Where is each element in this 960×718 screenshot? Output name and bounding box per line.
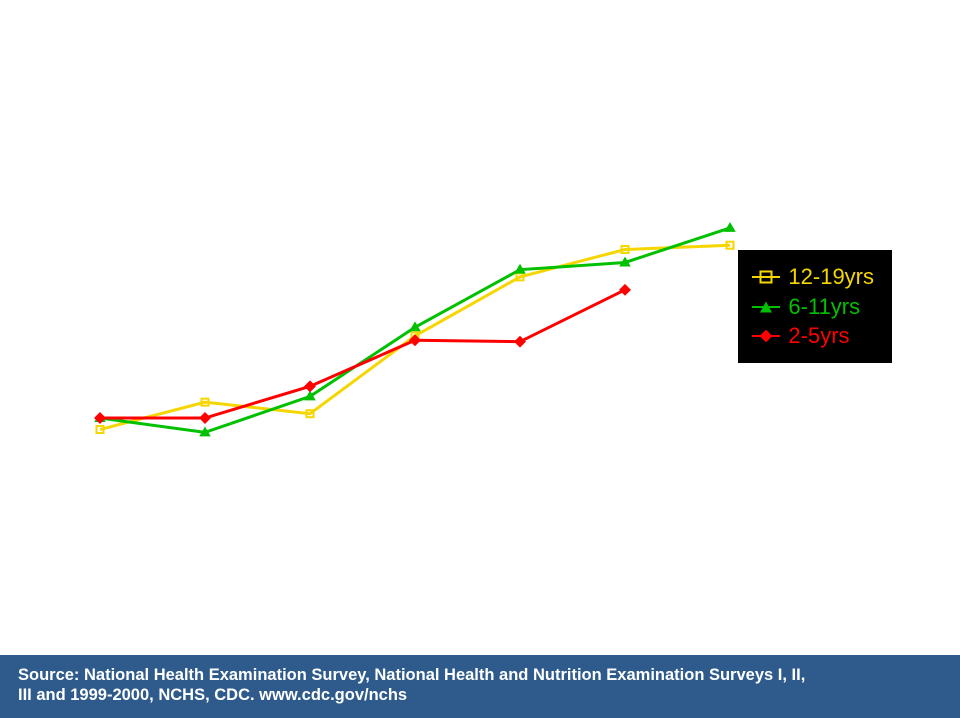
footer-line-2: III and 1999-2000, NCHS, CDC. www.cdc.go… bbox=[18, 686, 407, 704]
slide-title: ΗΠΑ: Επιπολασμός παχυσαρκίας στα παιδιά … bbox=[24, 10, 936, 93]
marker-s_2_5 bbox=[305, 381, 316, 392]
line-chart: 12-19yrs6-11yrs2-5yrs bbox=[40, 120, 920, 620]
legend-label: 12-19yrs bbox=[788, 262, 874, 292]
footer-line-1: Source: National Health Examination Surv… bbox=[18, 666, 805, 684]
marker-s_2_5 bbox=[515, 336, 526, 347]
legend-swatch-icon bbox=[752, 276, 780, 278]
legend-label: 2-5yrs bbox=[788, 321, 849, 351]
title-bar: ΗΠΑ: Επιπολασμός παχυσαρκίας στα παιδιά … bbox=[0, 0, 960, 107]
source-footer: Source: National Health Examination Surv… bbox=[0, 655, 960, 718]
legend-swatch-icon bbox=[752, 306, 780, 308]
legend-row-s_2_5: 2-5yrs bbox=[752, 321, 874, 351]
legend-row-s_12_19: 12-19yrs bbox=[752, 262, 874, 292]
legend-row-s_6_11: 6-11yrs bbox=[752, 292, 874, 322]
marker-s_6_11 bbox=[725, 223, 735, 231]
legend-box: 12-19yrs6-11yrs2-5yrs bbox=[738, 250, 892, 363]
marker-s_2_5 bbox=[620, 285, 631, 296]
series-line-s_2_5 bbox=[100, 290, 625, 418]
legend-label: 6-11yrs bbox=[788, 292, 860, 322]
marker-s_2_5 bbox=[200, 413, 211, 424]
legend-swatch-icon bbox=[752, 335, 780, 337]
